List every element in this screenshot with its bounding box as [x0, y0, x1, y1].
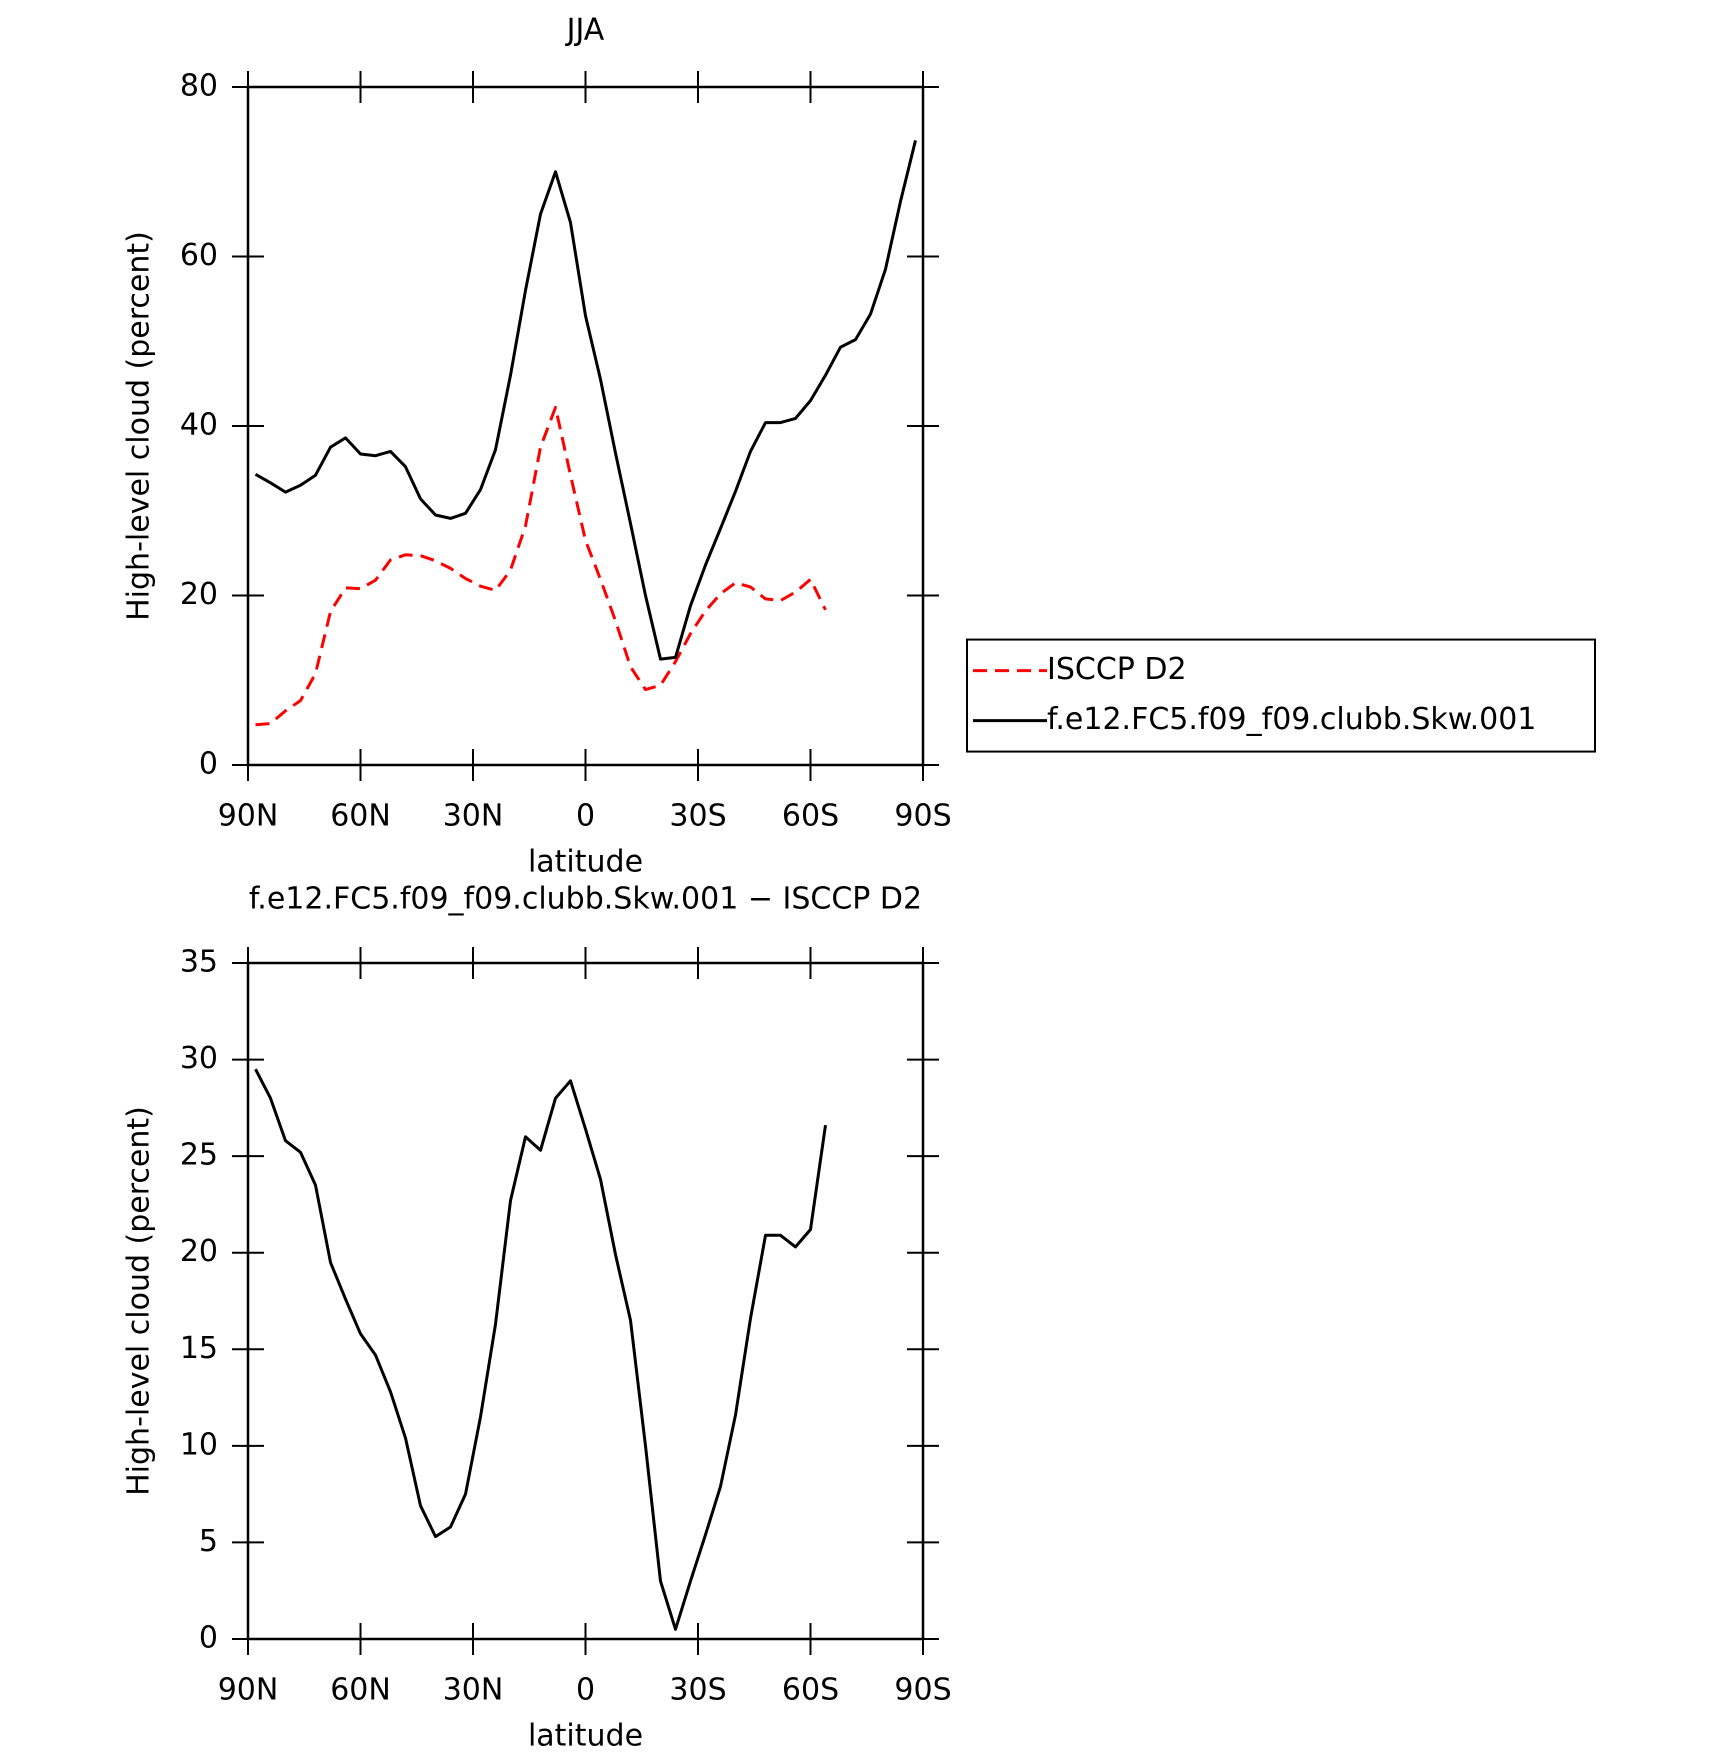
x-tick-label: 90S	[894, 799, 951, 834]
x-tick-label: 30N	[443, 1673, 504, 1708]
y-tick-label: 25	[180, 1138, 218, 1173]
y-tick-label: 60	[180, 238, 218, 273]
x-tick-label: 0	[576, 799, 595, 834]
y-tick-label: 0	[199, 747, 218, 782]
series-line	[254, 140, 917, 661]
plot-frame	[246, 961, 925, 1641]
y-axis-label: High-level cloud (percent)	[122, 231, 157, 621]
chart-title: JJA	[565, 13, 605, 48]
y-tick-label: 35	[180, 945, 218, 980]
x-tick-label: 30S	[669, 1673, 726, 1708]
plot-frame	[246, 85, 925, 767]
y-tick-label: 30	[180, 1041, 218, 1076]
y-axis-label: High-level cloud (percent)	[122, 1106, 157, 1496]
x-tick-label: 60S	[782, 1673, 839, 1708]
x-tick-label: 90S	[894, 1673, 951, 1708]
legend-label: ISCCP D2	[1047, 652, 1187, 687]
x-tick-label: 60N	[330, 799, 391, 834]
y-tick-label: 15	[180, 1331, 218, 1366]
x-tick-label: 60N	[330, 1673, 391, 1708]
x-tick-label: 90N	[218, 1673, 279, 1708]
x-tick-label: 30N	[443, 799, 504, 834]
legend-label: f.e12.FC5.f09_f09.clubb.Skw.001	[1047, 702, 1536, 737]
y-tick-label: 20	[180, 1234, 218, 1269]
y-tick-label: 40	[180, 408, 218, 443]
y-tick-label: 5	[199, 1524, 218, 1559]
y-tick-label: 10	[180, 1427, 218, 1462]
x-tick-label: 60S	[782, 799, 839, 834]
x-axis-label: latitude	[528, 845, 643, 880]
legend-box	[966, 638, 1596, 753]
series-line	[255, 405, 827, 727]
x-tick-label: 0	[576, 1673, 595, 1708]
y-tick-label: 20	[180, 577, 218, 612]
x-tick-label: 90N	[218, 799, 279, 834]
y-tick-label: 80	[180, 69, 218, 104]
series-line	[254, 1068, 827, 1631]
y-tick-label: 0	[199, 1621, 218, 1656]
x-axis-label: latitude	[528, 1719, 643, 1754]
x-tick-label: 30S	[669, 799, 726, 834]
chart-title: f.e12.FC5.f09_f09.clubb.Skw.001 − ISCCP …	[249, 882, 922, 917]
